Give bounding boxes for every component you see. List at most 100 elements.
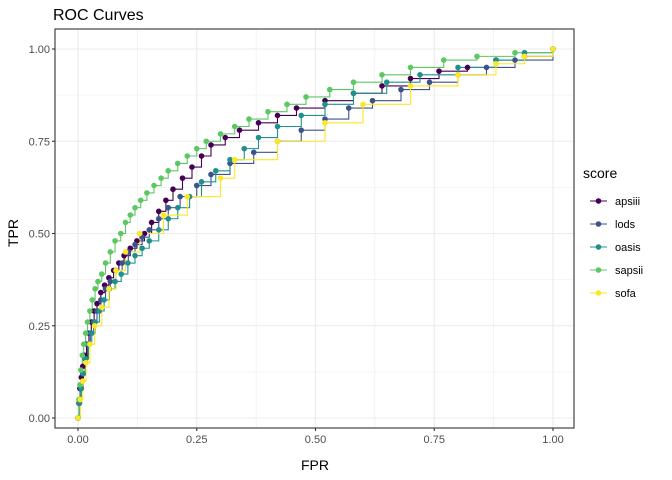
point-sapsii-11 — [95, 278, 101, 285]
legend-item-oasis: oasis — [590, 242, 641, 254]
point-lods-26 — [298, 127, 305, 133]
point-sapsii-28 — [203, 138, 210, 145]
point-oasis-18 — [165, 215, 172, 222]
point-apsiii-37 — [436, 68, 442, 74]
point-oasis-13 — [125, 260, 131, 266]
x-axis-title: FPR — [301, 457, 329, 473]
y-tick-label-4: 1.00 — [29, 44, 50, 56]
point-apsiii-26 — [198, 153, 205, 159]
point-sofa-10 — [136, 230, 143, 237]
point-apsiii-23 — [170, 186, 176, 193]
legend: score apsiii lods oasis sapsii sofa — [583, 165, 643, 300]
point-apsiii-11 — [98, 289, 104, 296]
legend-key-point-apsiii — [595, 198, 602, 204]
point-oasis-11 — [112, 278, 118, 285]
point-sapsii-4 — [79, 352, 86, 359]
point-sapsii-21 — [144, 190, 150, 196]
point-sapsii-19 — [132, 204, 138, 211]
point-apsiii-30 — [255, 120, 262, 126]
point-sapsii-13 — [102, 260, 109, 266]
point-sofa-12 — [184, 193, 191, 200]
point-lods-11 — [107, 278, 114, 285]
point-oasis-14 — [132, 252, 138, 259]
point-sapsii-12 — [98, 271, 105, 277]
point-lods-18 — [155, 215, 162, 222]
point-oasis-21 — [198, 179, 205, 185]
point-oasis-12 — [118, 271, 125, 277]
point-oasis-25 — [255, 134, 262, 141]
x-axis-ticks: 0.00 0.25 0.50 0.75 1.00 — [67, 428, 564, 446]
point-sapsii-18 — [127, 212, 134, 218]
point-sapsii-29 — [217, 131, 224, 137]
point-apsiii-21 — [155, 208, 162, 215]
x-tick-label-4: 1.00 — [542, 434, 563, 446]
point-sofa-8 — [113, 267, 119, 274]
point-sapsii-5 — [80, 341, 87, 348]
x-tick-label-0: 0.00 — [67, 434, 88, 446]
point-sapsii-30 — [231, 123, 238, 130]
point-apsiii-31 — [274, 112, 281, 119]
point-sapsii-23 — [158, 175, 164, 181]
point-sofa-4 — [87, 341, 93, 348]
point-sapsii-6 — [82, 330, 89, 336]
legend-item-sofa: sofa — [590, 288, 637, 300]
y-tick-label-3: 0.75 — [29, 136, 50, 148]
point-sapsii-22 — [151, 182, 157, 189]
point-sapsii-14 — [107, 249, 114, 255]
point-lods-24 — [250, 149, 257, 156]
point-sapsii-15 — [112, 238, 118, 244]
point-sofa-2 — [79, 378, 86, 384]
point-sapsii-37 — [379, 72, 385, 78]
point-oasis-31 — [417, 72, 423, 78]
point-sapsii-32 — [265, 108, 271, 115]
point-apsiii-35 — [379, 83, 385, 89]
point-sofa-22 — [550, 46, 556, 52]
point-sapsii-31 — [246, 116, 252, 122]
legend-key-point-sapsii — [595, 267, 602, 273]
point-apsiii-10 — [94, 300, 100, 307]
point-sapsii-35 — [326, 86, 333, 93]
point-sofa-3 — [83, 359, 89, 366]
point-oasis-29 — [350, 90, 357, 97]
point-lods-33 — [483, 64, 490, 71]
x-tick-label-1: 0.25 — [186, 434, 207, 446]
point-lods-31 — [426, 79, 433, 86]
point-sofa-13 — [217, 175, 224, 181]
point-apsiii-25 — [189, 164, 195, 170]
y-axis-title: TPR — [5, 219, 21, 247]
point-sofa-16 — [322, 120, 328, 126]
panel-border — [54, 28, 575, 429]
point-sapsii-10 — [92, 286, 98, 292]
point-sofa-9 — [122, 249, 129, 255]
point-sapsii-8 — [87, 308, 93, 314]
point-oasis-19 — [174, 204, 181, 211]
point-sapsii-39 — [440, 57, 447, 63]
point-apsiii-22 — [163, 197, 169, 204]
point-oasis-16 — [146, 238, 153, 244]
point-sofa-0 — [75, 415, 81, 421]
y-tick-label-1: 0.25 — [29, 321, 50, 333]
plot-panel — [54, 28, 575, 429]
point-lods-19 — [165, 204, 172, 211]
point-sofa-11 — [160, 212, 167, 218]
point-sapsii-33 — [284, 101, 290, 108]
point-sofa-20 — [493, 60, 499, 67]
point-lods-15 — [132, 241, 138, 248]
point-lods-20 — [177, 193, 183, 200]
point-oasis-23 — [227, 156, 233, 163]
point-sapsii-34 — [303, 94, 309, 100]
point-sapsii-25 — [174, 160, 181, 167]
point-sapsii-40 — [474, 53, 480, 60]
legend-title: score — [583, 165, 617, 181]
series-line-oasis — [78, 49, 554, 419]
point-sapsii-9 — [89, 297, 96, 303]
point-sofa-15 — [274, 138, 281, 145]
chart-title: ROC Curves — [53, 7, 144, 24]
series-points-sofa — [75, 46, 556, 421]
point-sofa-1 — [77, 396, 84, 403]
point-oasis-22 — [212, 167, 219, 174]
point-sapsii-41 — [512, 49, 518, 56]
point-sofa-14 — [231, 156, 238, 163]
legend-item-sapsii: sapsii — [590, 265, 643, 277]
